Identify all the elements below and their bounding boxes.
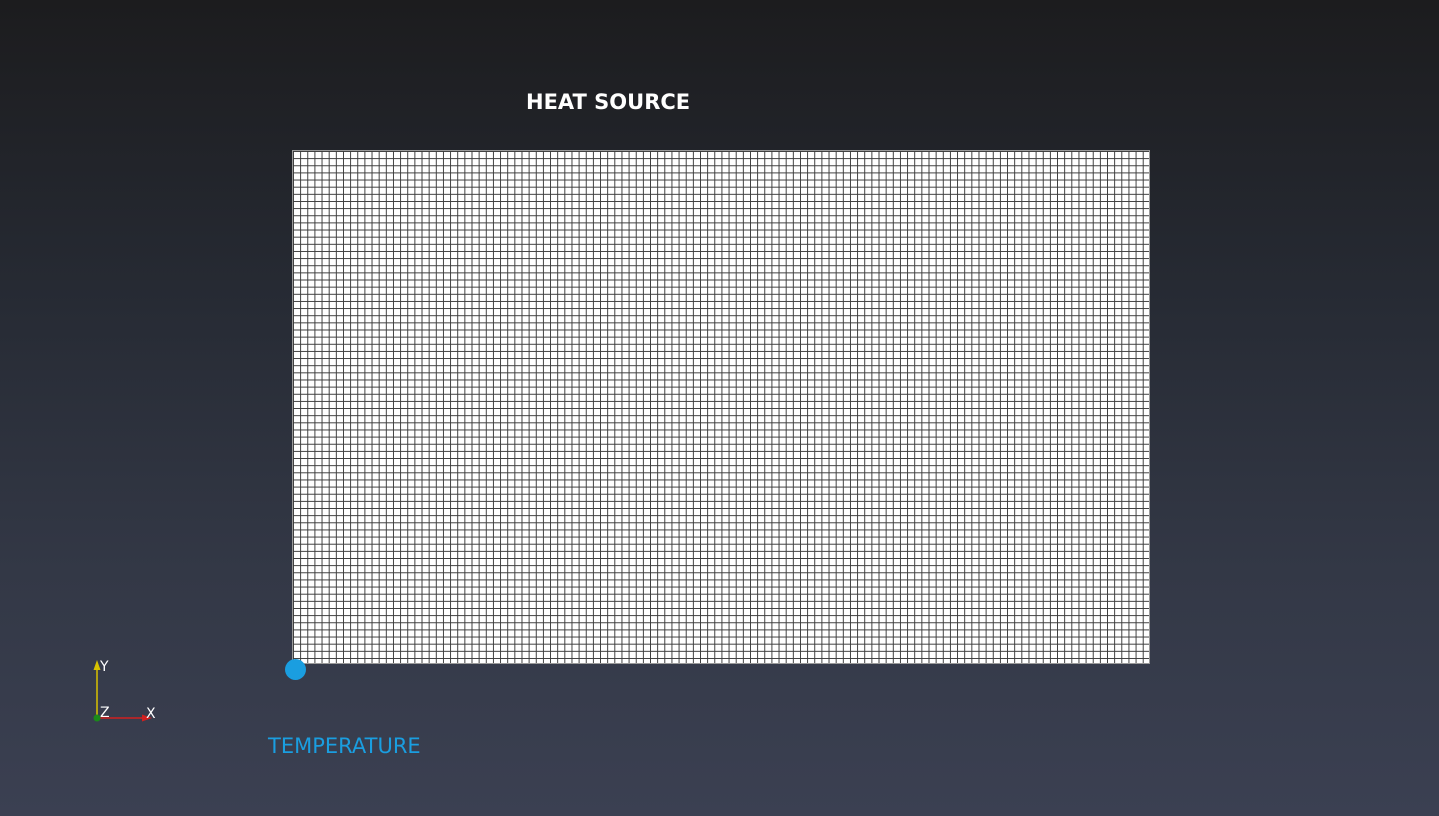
- temperature-label: TEMPERATURE: [268, 734, 421, 758]
- x-axis-arrow-icon: [142, 714, 152, 722]
- z-axis-origin-icon: [93, 714, 101, 722]
- orientation-axes-icon: Y Z X: [93, 659, 156, 722]
- z-axis-label: Z: [100, 705, 110, 721]
- y-axis-arrow-icon: [93, 660, 101, 670]
- y-axis-label: Y: [99, 659, 109, 675]
- temperature-probe-point[interactable]: [285, 659, 306, 680]
- mesh-grid[interactable]: [292, 150, 1150, 664]
- x-axis-label: X: [146, 706, 156, 722]
- heat-source-label: HEAT SOURCE: [526, 90, 691, 114]
